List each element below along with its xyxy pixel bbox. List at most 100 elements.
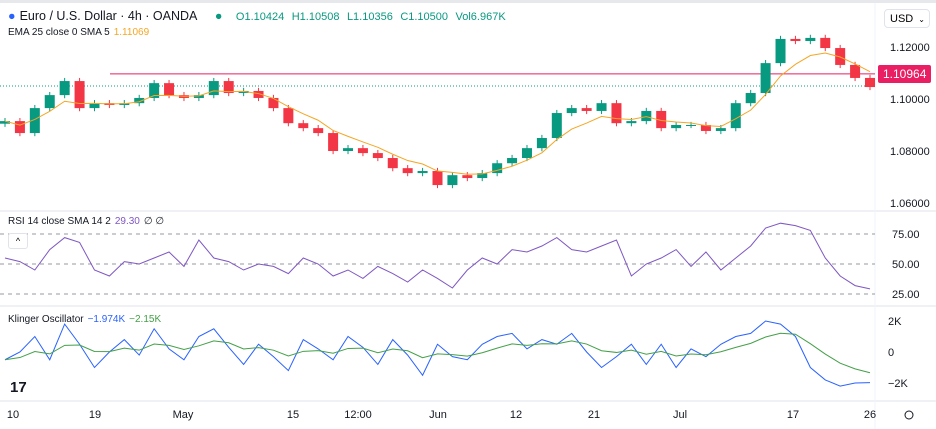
candle xyxy=(521,148,532,159)
candle xyxy=(730,103,741,129)
market-status-dot: ● xyxy=(214,9,223,23)
time-tick-label: 21 xyxy=(588,409,600,421)
klinger-label: Klinger Oscillator xyxy=(8,314,84,325)
candle xyxy=(372,153,383,159)
time-tick-label: Jun xyxy=(429,409,447,421)
currency-dropdown[interactable]: USD ⌄ xyxy=(884,9,930,28)
candle xyxy=(328,133,339,151)
candle xyxy=(850,64,861,78)
ema-legend[interactable]: EMA 25 close 0 SMA 5 1.11069 xyxy=(8,27,153,38)
candle xyxy=(14,121,25,134)
candle xyxy=(268,97,279,109)
klinger-value: −1.974K xyxy=(87,314,126,325)
candle xyxy=(343,148,354,151)
ohlc-close: C1.10500 xyxy=(400,11,449,23)
candle xyxy=(715,128,726,131)
klinger-signal-value: −2.15K xyxy=(129,314,162,325)
symbol-icon: ● xyxy=(8,9,16,23)
candle xyxy=(581,108,592,111)
time-tick-label: 10 xyxy=(7,409,19,421)
rsi-extra: ∅ ∅ xyxy=(143,216,165,227)
ema-value: 1.11069 xyxy=(113,27,150,38)
time-tick-label: May xyxy=(173,409,194,421)
ohlc-volume: Vol6.967K xyxy=(455,11,506,23)
candle xyxy=(164,83,175,96)
price-tick-label: 1.06000 xyxy=(890,198,930,210)
candle xyxy=(700,125,711,131)
time-tick-label: 26 xyxy=(864,409,876,421)
time-tick-label: 12 xyxy=(510,409,522,421)
candle xyxy=(656,110,667,129)
candle xyxy=(462,175,473,179)
candle xyxy=(89,103,100,109)
candle xyxy=(357,148,368,154)
chart-canvas[interactable]: 1.12000 1.10000 1.08000 1.06000 75.00 50.00 25… xyxy=(0,3,936,429)
time-tick-label: 19 xyxy=(89,409,101,421)
candle xyxy=(29,108,40,134)
price-tick-label: 1.08000 xyxy=(890,146,930,158)
ohlc-low: L1.10356 xyxy=(346,11,393,23)
candle xyxy=(507,158,518,164)
candle xyxy=(417,171,428,174)
rsi-tick-label: 25.00 xyxy=(892,289,920,301)
candle xyxy=(865,77,875,88)
klinger-legend[interactable]: Klinger Oscillator −1.974K −2.15K xyxy=(8,314,165,325)
candle xyxy=(745,93,756,104)
candle xyxy=(134,97,145,104)
candle xyxy=(193,95,204,98)
candle xyxy=(760,63,771,94)
ema-line xyxy=(4,52,871,175)
ohlc-open: O1.10424 xyxy=(235,11,285,23)
klinger-line xyxy=(4,320,871,387)
candle xyxy=(596,103,607,111)
ohlc-high: H1.10508 xyxy=(291,11,340,23)
candle xyxy=(686,125,697,126)
candle xyxy=(0,121,10,124)
collapse-pane-button[interactable]: ^ xyxy=(8,233,28,249)
candle xyxy=(402,168,413,174)
candle xyxy=(566,108,577,114)
rsi-tick-label: 50.00 xyxy=(892,259,920,271)
candle xyxy=(253,90,264,98)
time-tick-label: 12:00 xyxy=(344,409,372,421)
candle xyxy=(298,123,309,129)
time-tick-label: 17 xyxy=(787,409,799,421)
ema-label: EMA 25 close 0 SMA 5 xyxy=(8,27,110,38)
candle xyxy=(149,83,160,98)
candle xyxy=(238,90,249,94)
candle xyxy=(805,37,816,42)
klinger-tick-label: 0 xyxy=(888,347,894,359)
candle xyxy=(283,108,294,124)
symbol-legend: ● Euro / U.S. Dollar · 4h · OANDA ● O1.10… xyxy=(8,9,510,23)
price-tick-label: 1.10000 xyxy=(890,94,930,106)
time-tick-label: 15 xyxy=(287,409,299,421)
candle xyxy=(44,95,55,109)
time-tick-label: Jul xyxy=(673,409,687,421)
symbol-title[interactable]: Euro / U.S. Dollar · 4h · OANDA xyxy=(19,9,198,23)
candle xyxy=(208,81,219,96)
rsi-value: 29.30 xyxy=(114,216,140,227)
rsi-line xyxy=(4,222,871,290)
klinger-tick-label: 2K xyxy=(888,316,902,328)
candle xyxy=(775,38,786,64)
candle xyxy=(223,81,234,94)
candle xyxy=(387,158,398,169)
klinger-signal-line xyxy=(4,332,871,374)
settings-icon[interactable] xyxy=(904,410,914,420)
rsi-legend[interactable]: RSI 14 close SMA 14 2 29.30 ∅ ∅ xyxy=(8,216,168,227)
tradingview-logo: 17 xyxy=(10,379,27,396)
candle xyxy=(551,113,562,138)
candle xyxy=(74,81,85,109)
currency-label: USD xyxy=(890,13,914,25)
candle xyxy=(432,171,443,186)
candle xyxy=(626,121,637,124)
candle xyxy=(671,125,682,129)
candle xyxy=(790,38,801,42)
candle xyxy=(536,138,547,149)
chevron-down-icon: ⌄ xyxy=(918,15,925,24)
candle xyxy=(447,175,458,186)
chevron-up-icon: ^ xyxy=(15,236,21,246)
candle xyxy=(59,81,70,96)
candle xyxy=(641,110,652,122)
